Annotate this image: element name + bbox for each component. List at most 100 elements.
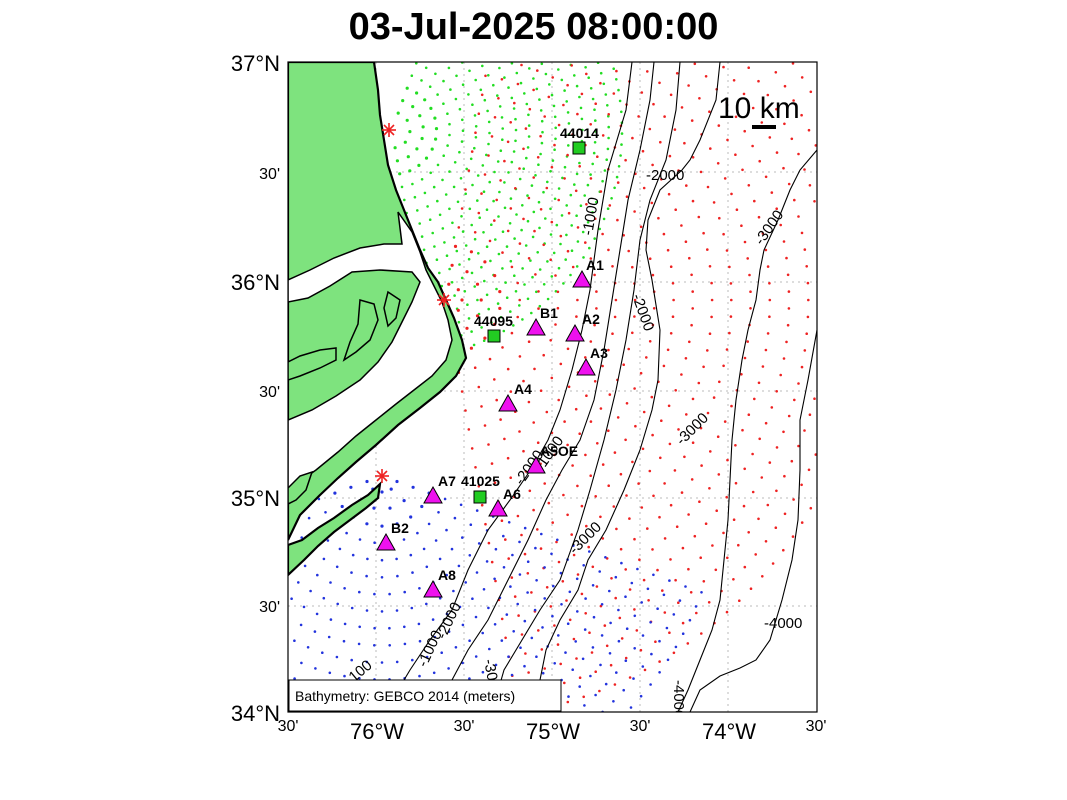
sector-dot bbox=[418, 639, 422, 643]
sector-dot bbox=[775, 151, 779, 154]
sector-dot bbox=[584, 597, 587, 600]
sector-dot bbox=[620, 561, 623, 565]
sector-dot bbox=[429, 106, 433, 110]
sector-dot bbox=[747, 413, 751, 417]
sector-dot bbox=[345, 531, 348, 535]
sector-dot bbox=[553, 624, 556, 627]
sector-dot bbox=[534, 546, 537, 550]
sector-dot bbox=[403, 625, 406, 629]
sector-dot bbox=[567, 695, 570, 698]
sector-dot bbox=[779, 223, 782, 227]
sector-dot bbox=[580, 92, 584, 96]
sector-dot bbox=[588, 246, 591, 250]
sector-dot bbox=[487, 307, 491, 311]
contour-label: -4000 bbox=[670, 680, 687, 718]
sector-dot bbox=[615, 69, 618, 73]
sector-dot bbox=[425, 655, 429, 659]
sector-dot bbox=[493, 577, 496, 581]
sector-dot bbox=[455, 74, 458, 78]
sector-dot bbox=[610, 577, 613, 580]
sector-dot bbox=[510, 331, 514, 335]
sector-dot bbox=[656, 568, 659, 572]
sector-dot bbox=[712, 396, 716, 399]
sector-dot bbox=[516, 514, 520, 518]
sector-dot bbox=[411, 571, 414, 574]
sector-dot bbox=[523, 526, 527, 530]
mooring-label-b1: B1 bbox=[540, 305, 558, 321]
sector-dot bbox=[595, 585, 599, 588]
sector-dot bbox=[663, 115, 666, 118]
sector-dot bbox=[445, 573, 449, 577]
sector-dot bbox=[803, 168, 806, 171]
sector-dot bbox=[631, 136, 634, 140]
sector-dot bbox=[691, 441, 695, 445]
sector-dot bbox=[548, 83, 551, 86]
sector-dot bbox=[324, 511, 327, 514]
sector-dot bbox=[613, 683, 617, 686]
sector-dot bbox=[546, 260, 549, 263]
sector-dot bbox=[552, 104, 556, 108]
sector-dot bbox=[476, 298, 479, 302]
sector-dot bbox=[452, 185, 456, 189]
sector-dot bbox=[512, 150, 516, 153]
sector-dot bbox=[556, 643, 560, 646]
sector-dot bbox=[761, 365, 765, 368]
sector-dot bbox=[541, 130, 544, 134]
sector-dot bbox=[322, 557, 326, 561]
sector-dot bbox=[658, 660, 661, 663]
sector-dot bbox=[782, 240, 786, 243]
sector-dot bbox=[483, 260, 487, 264]
sector-dot bbox=[525, 156, 528, 160]
sector-dot bbox=[415, 62, 418, 65]
sector-dot bbox=[579, 106, 583, 110]
sector-dot bbox=[605, 158, 608, 161]
mooring-markers: A1 A2 A3 B1 A4 A5OE A6 A7 B2 A8 bbox=[376, 257, 608, 598]
sector-dot bbox=[761, 575, 764, 578]
sector-dot bbox=[507, 521, 511, 524]
sector-dot bbox=[634, 424, 637, 428]
sector-dot bbox=[524, 127, 528, 130]
sector-dot bbox=[672, 651, 676, 655]
triangle-icon bbox=[526, 455, 546, 474]
sector-dot bbox=[461, 230, 465, 233]
sector-dot bbox=[593, 217, 597, 220]
sector-dot bbox=[565, 204, 568, 207]
sector-dot bbox=[475, 282, 480, 286]
sector-dot bbox=[501, 267, 504, 270]
sector-dot bbox=[642, 578, 646, 582]
sector-dot bbox=[589, 474, 592, 478]
sector-dot bbox=[509, 585, 512, 588]
sector-dot bbox=[372, 506, 376, 510]
sector-dot bbox=[492, 199, 495, 203]
sector-dot bbox=[771, 562, 775, 565]
sector-dot bbox=[477, 485, 481, 488]
sector-dot bbox=[420, 178, 424, 181]
sector-dot bbox=[585, 524, 588, 528]
sector-dot bbox=[514, 128, 518, 132]
sector-dot bbox=[531, 275, 534, 279]
scale-bar: 10 km bbox=[718, 92, 800, 129]
sector-dot bbox=[535, 290, 538, 294]
sector-dot bbox=[775, 489, 778, 493]
sector-dot bbox=[300, 661, 303, 665]
sector-dot bbox=[599, 81, 602, 85]
sector-dot bbox=[461, 83, 465, 86]
sector-dot bbox=[652, 102, 655, 106]
sector-dot bbox=[566, 111, 570, 114]
sector-dot bbox=[589, 420, 593, 423]
sector-dot bbox=[617, 88, 620, 92]
sector-dot bbox=[813, 397, 816, 401]
sector-dot bbox=[526, 560, 530, 563]
sector-dot bbox=[545, 410, 549, 414]
sector-dot bbox=[584, 453, 587, 457]
sector-dot bbox=[568, 618, 572, 622]
sector-dot bbox=[478, 216, 482, 219]
sector-dot bbox=[336, 602, 340, 606]
sector-dot bbox=[529, 259, 532, 262]
sector-dot bbox=[697, 215, 701, 219]
sector-dot bbox=[641, 149, 645, 153]
sector-dot bbox=[328, 671, 332, 675]
lon-tick-74w: 74°W bbox=[702, 719, 756, 744]
sector-dot bbox=[545, 186, 549, 190]
sector-dot bbox=[351, 553, 355, 557]
